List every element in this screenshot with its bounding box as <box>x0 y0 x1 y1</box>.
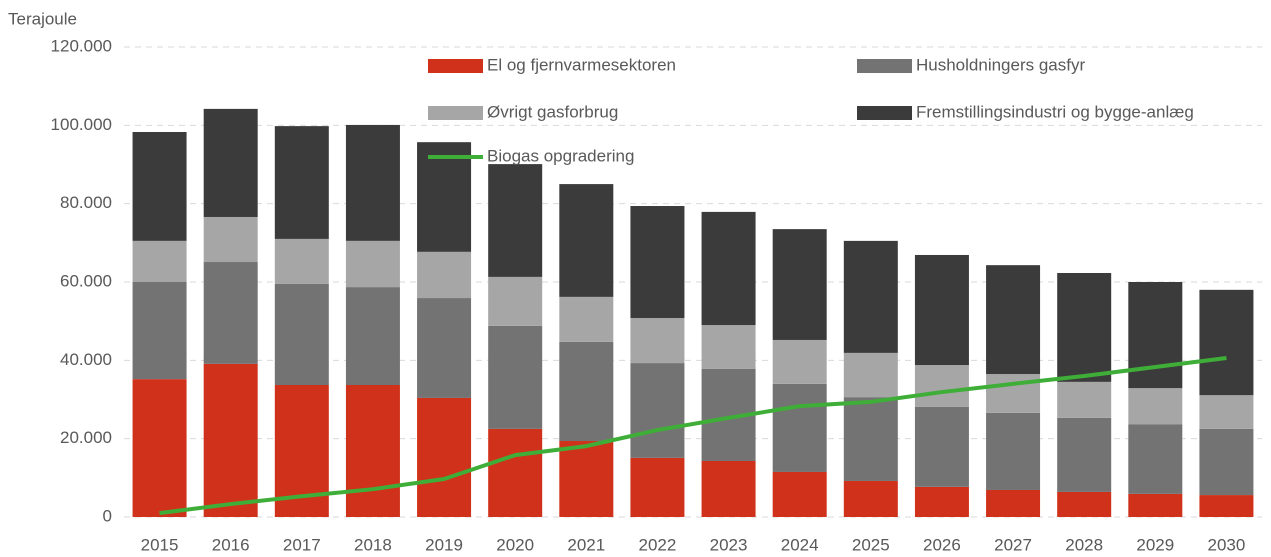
bar <box>488 164 543 277</box>
y-tick-label: 120.000 <box>51 36 112 55</box>
y-tick-label: 0 <box>103 506 112 525</box>
bar <box>203 262 258 364</box>
bar <box>1057 381 1112 418</box>
bar <box>345 385 400 517</box>
bar <box>630 363 685 458</box>
legend-label: Husholdningers gasfyr <box>916 55 1085 74</box>
bar <box>1199 428 1254 496</box>
y-tick-label: 60.000 <box>60 271 112 290</box>
bar <box>772 383 827 472</box>
x-tick-label: 2028 <box>1065 535 1103 554</box>
y-tick-label: 100.000 <box>51 115 112 134</box>
bar <box>843 397 898 481</box>
bar <box>914 254 969 366</box>
bar <box>843 352 898 398</box>
bar <box>488 428 543 517</box>
bar <box>630 206 685 319</box>
bar <box>701 211 756 326</box>
y-tick-label: 20.000 <box>60 428 112 447</box>
bar <box>488 325 543 429</box>
bar <box>1057 491 1112 517</box>
bar <box>559 441 614 517</box>
line <box>159 355 1227 516</box>
bar <box>1128 388 1183 425</box>
y-tick-label: 80.000 <box>60 193 112 212</box>
bar <box>559 184 614 297</box>
legend-swatch <box>857 59 912 73</box>
bar <box>843 240 898 353</box>
bar <box>914 365 969 407</box>
legend-label: El og fjernvarmesektoren <box>487 55 676 74</box>
x-tick-label: 2017 <box>283 535 321 554</box>
legend-swatch <box>857 106 912 120</box>
bar <box>1199 495 1254 517</box>
x-tick-label: 2022 <box>639 535 677 554</box>
x-tick-label: 2019 <box>425 535 463 554</box>
bar <box>417 298 472 398</box>
bar <box>132 379 187 517</box>
legend-swatch <box>428 106 483 120</box>
x-tick-label: 2018 <box>354 535 392 554</box>
x-tick-label: 2029 <box>1136 535 1174 554</box>
bar <box>345 240 400 288</box>
bar <box>417 397 472 517</box>
legend-label: Fremstillingsindustri og bygge-anlæg <box>916 102 1194 121</box>
bar <box>1199 289 1254 396</box>
bar <box>772 229 827 340</box>
y-tick-label: 40.000 <box>60 350 112 369</box>
x-tick-label: 2021 <box>567 535 605 554</box>
bar <box>843 480 898 517</box>
bar <box>417 142 472 252</box>
bar <box>132 240 187 282</box>
bar <box>1128 282 1183 389</box>
bar <box>1128 493 1183 517</box>
y-axis-label: Terajoule <box>8 9 77 28</box>
x-tick-label: 2023 <box>710 535 748 554</box>
x-tick-label: 2030 <box>1208 535 1246 554</box>
x-tick-label: 2016 <box>212 535 250 554</box>
x-tick-label: 2024 <box>781 535 819 554</box>
bar <box>630 318 685 364</box>
bar <box>559 341 614 442</box>
bar <box>345 287 400 386</box>
bar <box>772 339 827 384</box>
x-tick-label: 2027 <box>994 535 1032 554</box>
bar <box>701 325 756 369</box>
x-tick-label: 2020 <box>496 535 534 554</box>
legend-label: Biogas opgradering <box>487 146 634 165</box>
bar <box>1057 272 1112 382</box>
bar <box>274 283 329 386</box>
x-tick-label: 2026 <box>923 535 961 554</box>
bar <box>417 251 472 299</box>
bar <box>345 124 400 241</box>
bar <box>701 460 756 517</box>
legend-swatch <box>428 59 483 73</box>
x-tick-label: 2015 <box>141 535 179 554</box>
bar <box>1057 417 1112 492</box>
bar <box>986 489 1041 517</box>
bar <box>914 486 969 517</box>
bar <box>132 131 187 241</box>
bar <box>772 471 827 517</box>
bar <box>488 276 543 326</box>
bar <box>274 126 329 239</box>
bar <box>1128 424 1183 494</box>
bar <box>132 282 187 380</box>
bar <box>914 406 969 487</box>
bar <box>986 265 1041 375</box>
bar <box>274 238 329 284</box>
bar <box>986 412 1041 490</box>
bar <box>203 108 258 217</box>
bar <box>203 363 258 517</box>
x-tick-label: 2025 <box>852 535 890 554</box>
bar <box>1199 395 1254 429</box>
bar <box>203 216 258 263</box>
bar <box>630 457 685 517</box>
bar <box>559 296 614 342</box>
legend-label: Øvrigt gasforbrug <box>487 102 618 121</box>
